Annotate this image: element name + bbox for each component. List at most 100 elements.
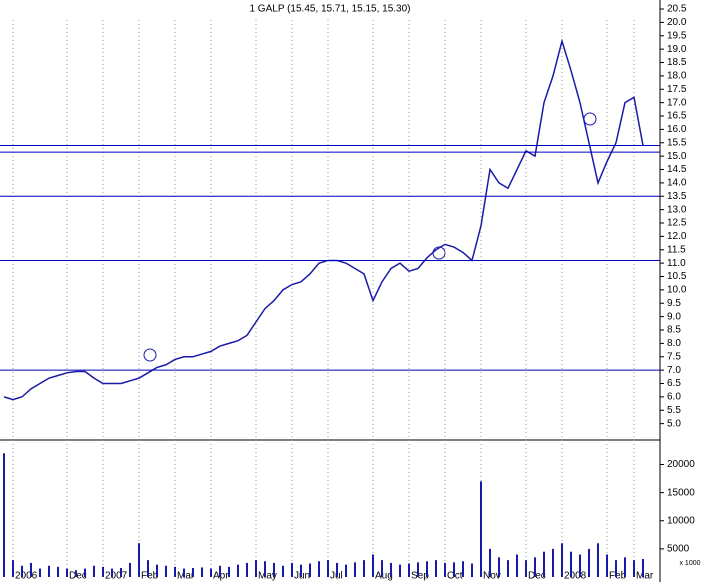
volume-bar bbox=[48, 565, 50, 577]
y-tick-label: 19.5 bbox=[667, 30, 687, 41]
volume-bar bbox=[84, 568, 86, 577]
volume-bar bbox=[615, 560, 617, 577]
volume-bar bbox=[453, 562, 455, 577]
volume-bar bbox=[480, 481, 482, 577]
y-tick-label: 20.5 bbox=[667, 4, 687, 15]
volume-bar bbox=[174, 566, 176, 577]
chart-title: 1 GALP (15.45, 15.71, 15.15, 15.30) bbox=[249, 4, 410, 15]
y-tick-label: 17.0 bbox=[667, 97, 687, 108]
volume-bar bbox=[246, 562, 248, 577]
volume-bar bbox=[273, 562, 275, 577]
x-tick-label: May bbox=[258, 571, 277, 582]
volume-bar bbox=[489, 548, 491, 577]
volume-bar bbox=[525, 560, 527, 577]
volume-bar bbox=[93, 565, 95, 577]
x-tick-label: 2007 bbox=[105, 571, 128, 582]
volume-bar bbox=[201, 567, 203, 577]
volume-bar bbox=[165, 565, 167, 577]
y-tick-label: 10000 bbox=[667, 515, 695, 526]
y-tick-label: 6.5 bbox=[667, 378, 681, 389]
volume-bar bbox=[444, 562, 446, 577]
volume-bar bbox=[363, 560, 365, 577]
volume-bar bbox=[192, 568, 194, 577]
y-tick-label: 6.0 bbox=[667, 392, 681, 403]
y-tick-label: 9.0 bbox=[667, 311, 681, 322]
volume-bar bbox=[516, 554, 518, 577]
volume-bar bbox=[102, 566, 104, 577]
volume-bar bbox=[30, 562, 32, 577]
x-tick-label: Aug bbox=[375, 571, 393, 582]
x-tick-label: Jun bbox=[294, 571, 310, 582]
y-tick-label: 7.0 bbox=[667, 365, 681, 376]
y-tick-label: 16.5 bbox=[667, 111, 687, 122]
volume-bar bbox=[156, 564, 158, 577]
volume-bar bbox=[579, 554, 581, 577]
y-tick-label: 15.0 bbox=[667, 151, 687, 162]
x-tick-label: 2008 bbox=[564, 571, 587, 582]
y-tick-label: 10.0 bbox=[667, 285, 687, 296]
y-tick-label: 20000 bbox=[667, 459, 695, 470]
y-tick-label: 17.5 bbox=[667, 84, 687, 95]
y-tick-label: 18.0 bbox=[667, 71, 687, 82]
volume-bar bbox=[255, 560, 257, 577]
volume-bar bbox=[624, 557, 626, 577]
volume-bar bbox=[507, 560, 509, 577]
x-tick-label: Apr bbox=[213, 571, 229, 582]
volume-bar bbox=[264, 561, 266, 577]
x-tick-label: Mar bbox=[177, 571, 195, 582]
y-tick-label: 7.5 bbox=[667, 351, 681, 362]
volume-bar bbox=[300, 564, 302, 577]
volume-bar bbox=[12, 560, 14, 577]
volume-bar bbox=[372, 554, 374, 577]
volume-bar bbox=[336, 562, 338, 577]
volume-bar bbox=[435, 560, 437, 577]
x-tick-label: Mar bbox=[636, 571, 654, 582]
volume-bar bbox=[3, 453, 5, 577]
volume-bar bbox=[228, 566, 230, 577]
volume-bar bbox=[237, 564, 239, 577]
y-tick-label: 8.0 bbox=[667, 338, 681, 349]
volume-bar bbox=[561, 543, 563, 577]
y-tick-label: 15000 bbox=[667, 487, 695, 498]
price-line bbox=[3, 38, 644, 401]
volume-bar bbox=[210, 568, 212, 577]
volume-bar bbox=[57, 566, 59, 577]
volume-bar bbox=[552, 548, 554, 577]
y-tick-label: 5.5 bbox=[667, 405, 681, 416]
y-tick-label: 12.5 bbox=[667, 218, 687, 229]
y-tick-label: 19.0 bbox=[667, 44, 687, 55]
x-tick-label: Sep bbox=[411, 571, 429, 582]
y-tick-label: 16.0 bbox=[667, 124, 687, 135]
y-tick-label: 11.5 bbox=[667, 244, 686, 255]
volume-bar bbox=[111, 568, 113, 577]
volume-bar bbox=[471, 563, 473, 577]
y-tick-label: 5.0 bbox=[667, 418, 681, 429]
volume-unit: x 1000 bbox=[679, 560, 700, 567]
y-tick-label: 8.5 bbox=[667, 325, 681, 336]
y-tick-label: 14.5 bbox=[667, 164, 687, 175]
volume-bar bbox=[138, 543, 140, 577]
y-tick-label: 9.5 bbox=[667, 298, 681, 309]
volume-bar bbox=[282, 565, 284, 577]
volume-bar bbox=[75, 570, 77, 577]
volume-bar bbox=[66, 568, 68, 577]
volume-bar bbox=[462, 561, 464, 577]
volume-bar bbox=[426, 561, 428, 577]
y-tick-label: 12.0 bbox=[667, 231, 687, 242]
volume-bar bbox=[642, 559, 644, 577]
volume-bar bbox=[597, 543, 599, 577]
volume-bar bbox=[570, 551, 572, 577]
y-tick-label: 14.0 bbox=[667, 178, 687, 189]
y-tick-label: 11.0 bbox=[667, 258, 686, 269]
volume-bar bbox=[345, 564, 347, 577]
volume-bar bbox=[588, 548, 590, 577]
y-tick-label: 10.5 bbox=[667, 271, 687, 282]
volume-bar bbox=[291, 562, 293, 577]
volume-bar bbox=[381, 560, 383, 577]
volume-bar bbox=[354, 562, 356, 577]
x-tick-label: Feb bbox=[609, 571, 627, 582]
volume-bar bbox=[147, 560, 149, 577]
volume-bar bbox=[183, 568, 185, 577]
volume-bar bbox=[327, 560, 329, 577]
volume-bar bbox=[219, 565, 221, 577]
